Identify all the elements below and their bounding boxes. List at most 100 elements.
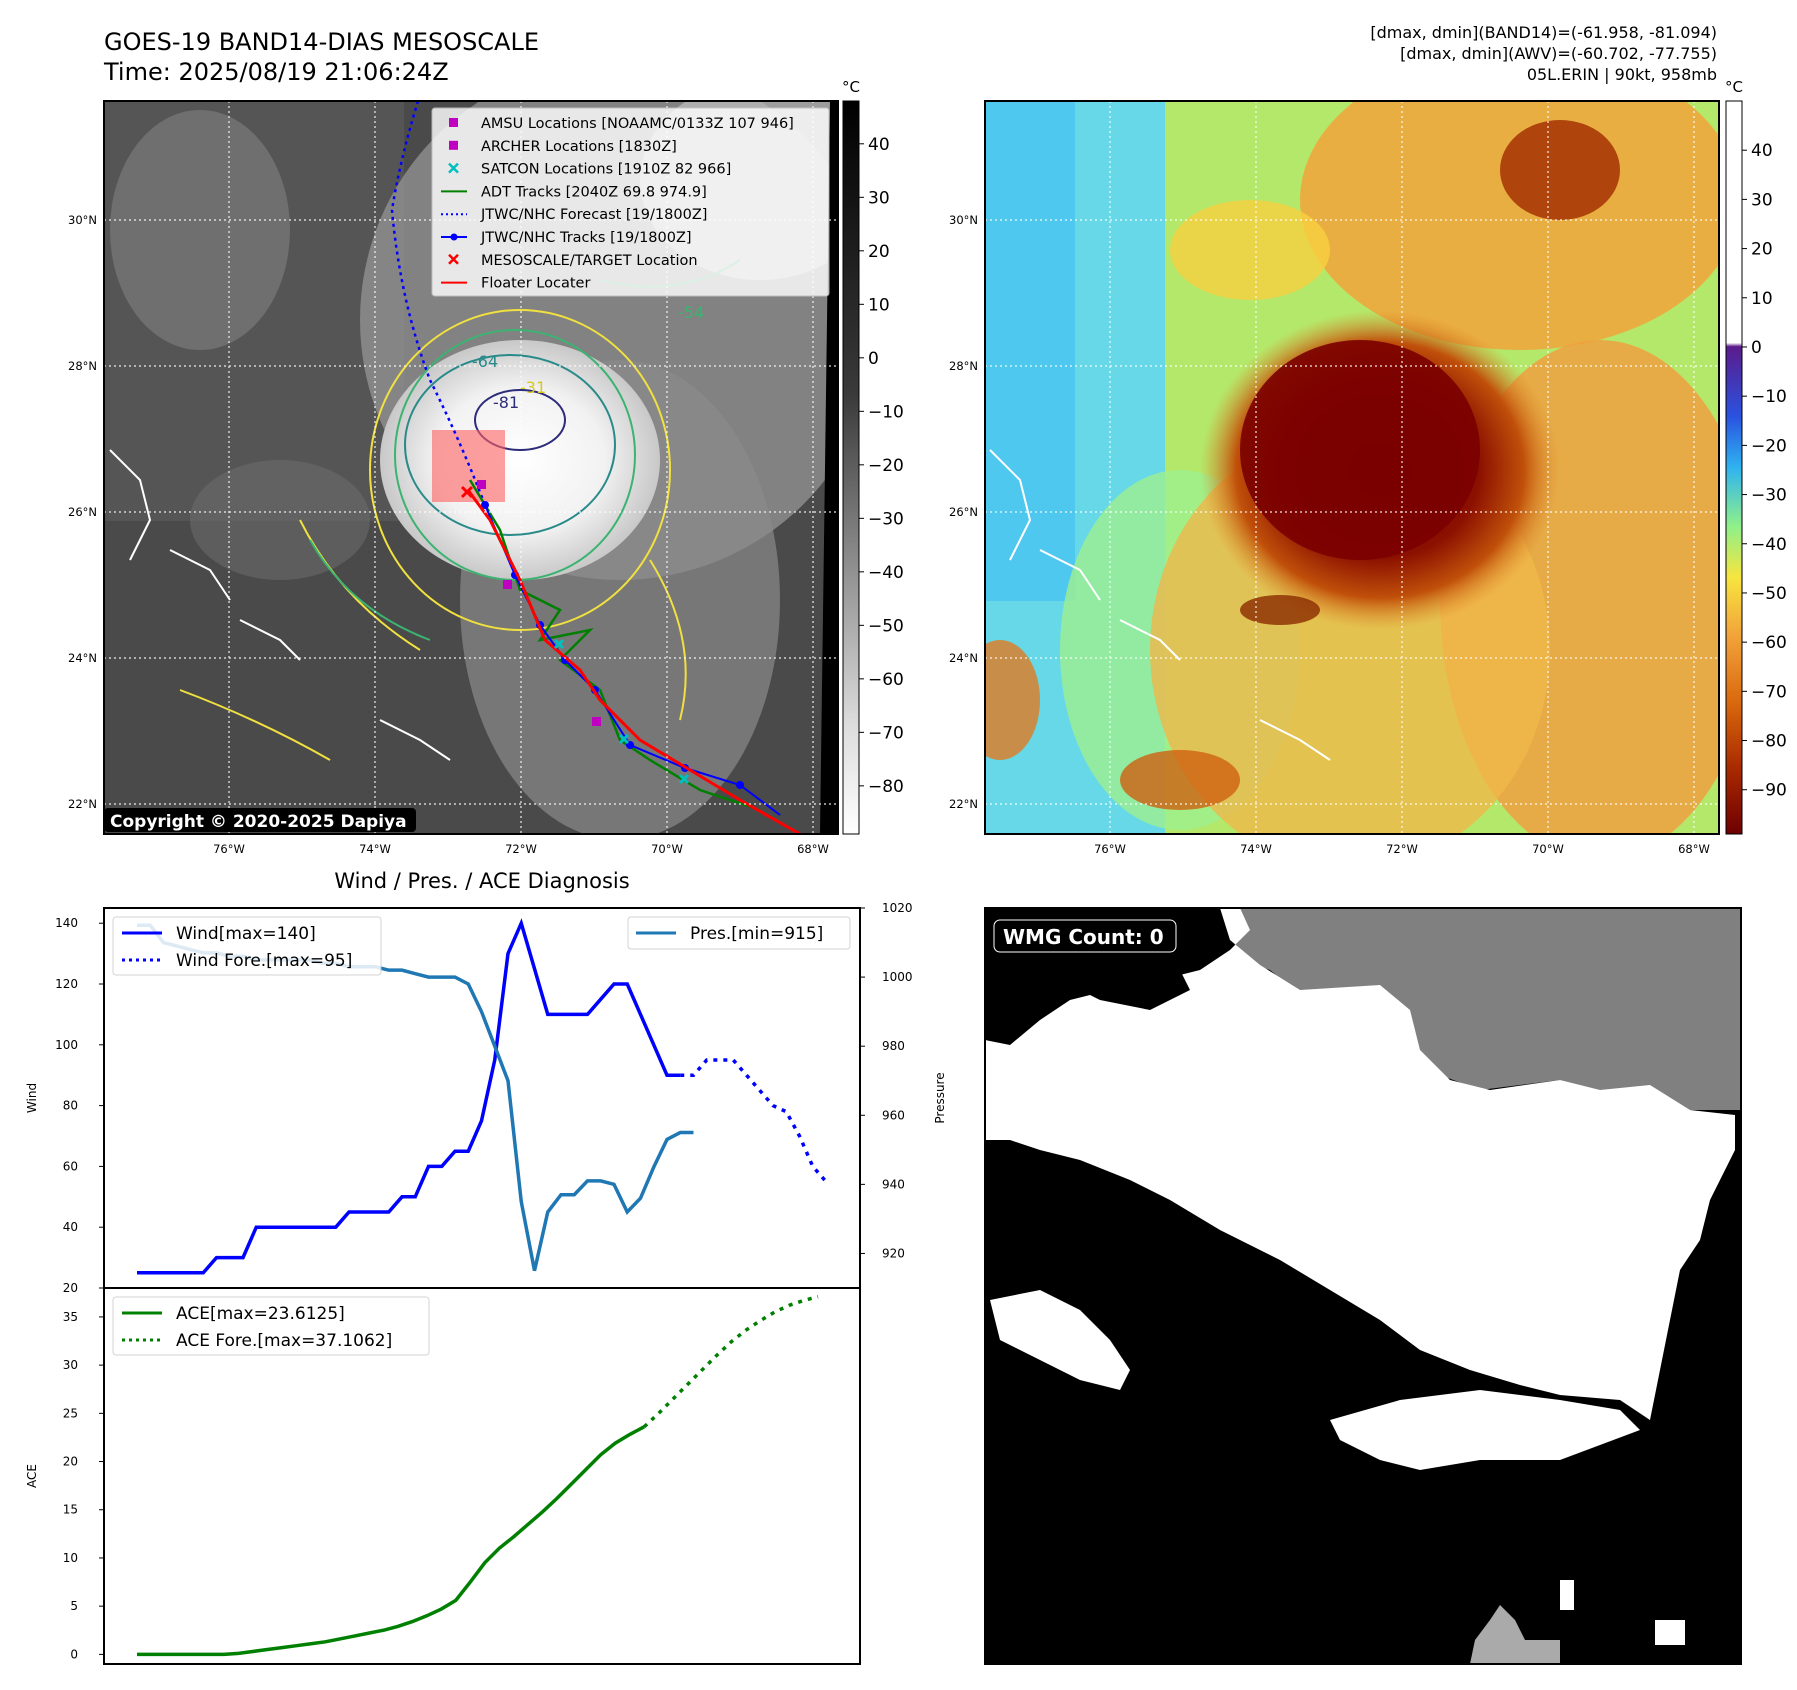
contour-64	[404, 354, 616, 536]
ir-cbar-tick: 20	[868, 242, 890, 262]
wmg-panel: WMG Count: 0	[984, 907, 1742, 1665]
copyright-badge	[104, 808, 416, 832]
ir-lon-label: 72°W	[505, 842, 537, 856]
ir-cbar-tick: −70	[868, 723, 904, 743]
ir-cbar-tick: −10	[868, 402, 904, 422]
ace-series-line	[137, 1425, 645, 1657]
wind-tick-label: 100	[55, 1038, 78, 1052]
ir-lat-label: 30°N	[68, 213, 97, 227]
legend-item-0-label: AMSU Locations [NOAAMC/0133Z 107 946]	[481, 116, 794, 132]
ir-cbar-tick: −80	[868, 777, 904, 797]
ir-lon-label: 74°W	[359, 842, 391, 856]
wv-cbar-tick: −60	[1751, 633, 1787, 653]
ir-lat-label: 26°N	[68, 505, 97, 519]
ir-cbar-tick: 10	[868, 295, 890, 315]
wv-lat-label: 28°N	[949, 359, 978, 373]
jtwc-forecast-track	[390, 101, 487, 506]
ir-lon-label: 70°W	[651, 842, 683, 856]
ace-tick-label: 10	[63, 1551, 78, 1565]
info-line1: [dmax, dmin](BAND14)=(-61.958, -81.094)	[1370, 23, 1717, 42]
wind-forecast-line	[680, 1058, 828, 1183]
ace-legend: ACE[max=23.6125] ACE Fore.[max=37.1062]	[112, 1296, 430, 1356]
pressure-tick-label: 1020	[882, 901, 913, 915]
wv-lon-label: 76°W	[1094, 842, 1126, 856]
ace-tick-label: 30	[63, 1358, 78, 1372]
ir-lon-label: 68°W	[797, 842, 829, 856]
legend-item-3-label: ADT Tracks [2040Z 69.8 974.9]	[481, 184, 707, 200]
ir-lat-label: 22°N	[68, 797, 97, 811]
ace-axis-label: ACE	[25, 1464, 39, 1488]
info-line3: 05L.ERIN | 90kt, 958mb	[1527, 65, 1717, 84]
wv-cbar-tick: −10	[1751, 387, 1787, 407]
wv-lon-label: 68°W	[1678, 842, 1710, 856]
ace-tick-label: 0	[70, 1647, 78, 1661]
legend-item-2-marker	[448, 162, 459, 174]
wv-lon-label: 72°W	[1386, 842, 1418, 856]
ace-tick-label: 35	[63, 1310, 78, 1324]
ir-map-panel: -81 -64 -54 -31 AMSU Locations [NOAAMC/0…	[103, 78, 904, 835]
wv-lon-label: 70°W	[1532, 842, 1564, 856]
pressure-legend: Pres.[min=915]	[627, 916, 851, 950]
contour-54	[394, 329, 636, 581]
ir-cbar-tick: −20	[868, 456, 904, 476]
legend-item-0-marker	[449, 118, 458, 127]
wv-cbar-tick: 10	[1751, 289, 1773, 309]
wv-lat-label: 24°N	[949, 651, 978, 665]
wmg-count-badge	[993, 919, 1177, 953]
wv-lat-label: 30°N	[949, 213, 978, 227]
wv-lat-label: 26°N	[949, 505, 978, 519]
figure-title-line1: GOES-19 BAND14-DIAS MESOSCALE	[104, 28, 539, 56]
legend-item-6-label: MESOSCALE/TARGET Location	[481, 253, 698, 269]
wv-cbar-tick: −80	[1751, 732, 1787, 752]
wv-lat-label: 22°N	[949, 797, 978, 811]
ir-cbar-tick: −40	[868, 563, 904, 583]
wv-cbar-tick: −20	[1751, 436, 1787, 456]
ir-map-legend: AMSU Locations [NOAAMC/0133Z 107 946] ARC…	[431, 107, 830, 297]
ace-legend-1: ACE[max=23.6125]	[176, 1304, 345, 1324]
wind-tick-label: 20	[63, 1281, 78, 1295]
legend-item-5-label: JTWC/NHC Tracks [19/1800Z]	[480, 230, 692, 246]
ace-tick-label: 20	[63, 1455, 78, 1469]
floater-track	[466, 489, 801, 834]
ace-tick-label: 25	[63, 1406, 78, 1420]
pressure-tick-label: 980	[882, 1039, 905, 1053]
wv-cbar-tick: 0	[1751, 338, 1762, 358]
wind-legend-2: Wind Fore.[max=95]	[176, 951, 352, 971]
ir-cbar-tick: 40	[868, 135, 890, 155]
wv-cbar-tick: −40	[1751, 535, 1787, 555]
ir-cbar-tick: 0	[868, 349, 879, 369]
wind-tick-label: 60	[63, 1159, 78, 1173]
contour-label-81: -81	[493, 393, 519, 412]
legend-item-1-marker	[449, 140, 458, 150]
wv-lon-label: 74°W	[1240, 842, 1272, 856]
pressure-legend-1: Pres.[min=915]	[690, 924, 823, 944]
wind-series-line	[137, 918, 681, 1275]
wind-tick-label: 120	[55, 977, 78, 991]
wv-cbar-tick: −90	[1751, 781, 1787, 801]
contour-label-64: -64	[472, 352, 498, 371]
ir-colorbar	[842, 100, 860, 835]
wind-pressure-chart: 140 120 100 80 60 40 20 1020 1000 980 960 940 920 Wi…	[25, 901, 947, 1295]
wv-cbar-tick: −30	[1751, 486, 1787, 506]
wv-cbar-tick: −70	[1751, 682, 1787, 702]
legend-item-6-marker	[448, 253, 459, 265]
ace-legend-2: ACE Fore.[max=37.1062]	[176, 1331, 392, 1351]
legend-item-2-label: SATCON Locations [1910Z 82 966]	[481, 162, 731, 178]
ace-tick-label: 15	[63, 1503, 78, 1517]
ace-chart: 35 30 25 20 15 10 5 0 ACE ACE[max=23.6125] ACE …	[25, 1287, 861, 1665]
legend-item-4-label: JTWC/NHC Forecast [19/1800Z]	[480, 207, 707, 223]
ace-forecast-line	[642, 1294, 819, 1429]
legend-item-7-label: Floater Locater	[481, 276, 590, 292]
wv-cbar-tick: 20	[1751, 240, 1773, 260]
contour-label-54: -54	[678, 303, 704, 322]
pressure-tick-label: 940	[882, 1177, 905, 1191]
ir-lon-label: 76°W	[213, 842, 245, 856]
contour-81	[474, 389, 566, 451]
wind-axis-label: Wind	[25, 1083, 39, 1113]
wv-map-panel: °C 40 30 20 10 0 −10 −20 −30 −40 −50 −60 −70 −80 −90	[984, 78, 1787, 835]
wv-colorbar	[1725, 100, 1743, 835]
wv-cbar-tick: −50	[1751, 584, 1787, 604]
copyright-text: Copyright © 2020-2025 Dapiya	[110, 812, 407, 832]
ir-cbar-tick: −60	[868, 670, 904, 690]
